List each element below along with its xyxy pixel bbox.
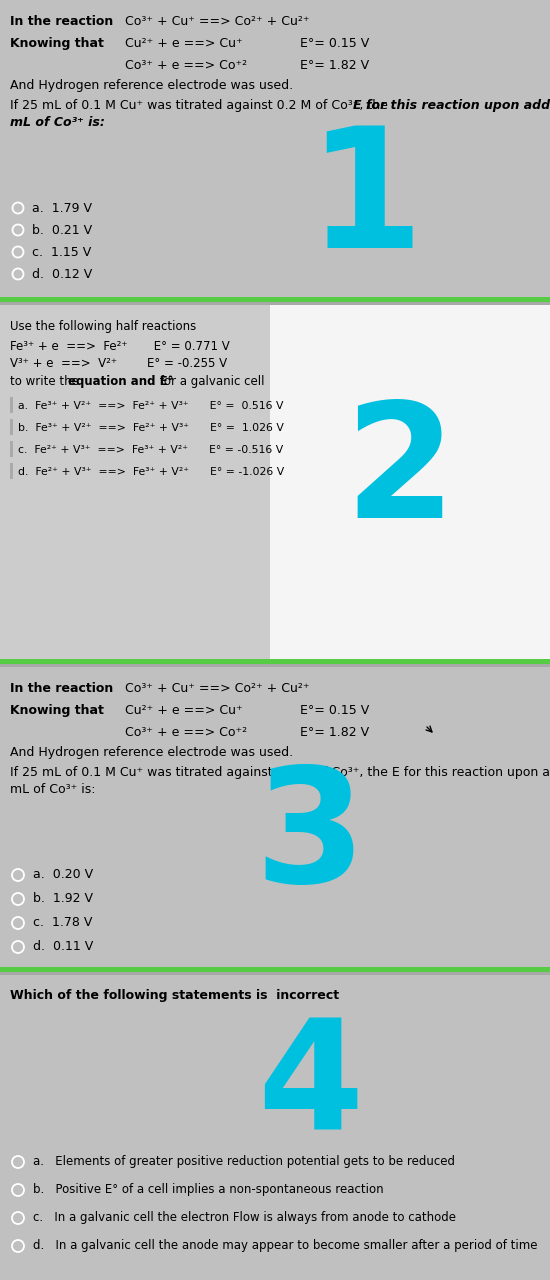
Text: 2: 2 bbox=[344, 396, 455, 550]
Text: mL of Co³⁺ is:: mL of Co³⁺ is: bbox=[10, 116, 105, 129]
Text: Fe³⁺ + e  ==>  Fe²⁺       E° = 0.771 V: Fe³⁺ + e ==> Fe²⁺ E° = 0.771 V bbox=[10, 340, 230, 353]
Text: If 25 mL of 0.1 M Cu⁺ was titrated against 0.2 M of Co³⁺, the: If 25 mL of 0.1 M Cu⁺ was titrated again… bbox=[10, 99, 392, 111]
Text: Which of the following statements is  incorrect: Which of the following statements is inc… bbox=[10, 989, 339, 1002]
Text: a.  1.79 V: a. 1.79 V bbox=[32, 202, 92, 215]
Text: E°= 1.82 V: E°= 1.82 V bbox=[300, 59, 369, 72]
Text: b.  0.21 V: b. 0.21 V bbox=[32, 224, 92, 237]
Text: to write the: to write the bbox=[10, 375, 82, 388]
Text: E°= 1.82 V: E°= 1.82 V bbox=[300, 726, 369, 739]
Text: E for this reaction upon adding 10: E for this reaction upon adding 10 bbox=[353, 99, 550, 111]
Bar bbox=[0, 659, 550, 664]
Text: 3: 3 bbox=[255, 762, 366, 916]
Text: Use the following half reactions: Use the following half reactions bbox=[10, 320, 196, 333]
Bar bbox=[270, 305, 550, 662]
Text: d.  0.12 V: d. 0.12 V bbox=[32, 268, 92, 282]
Text: d.   In a galvanic cell the anode may appear to become smaller after a period of: d. In a galvanic cell the anode may appe… bbox=[33, 1239, 537, 1252]
Text: V³⁺ + e  ==>  V²⁺        E° = -0.255 V: V³⁺ + e ==> V²⁺ E° = -0.255 V bbox=[10, 357, 227, 370]
Text: And Hydrogen reference electrode was used.: And Hydrogen reference electrode was use… bbox=[10, 79, 293, 92]
Text: b.  Fe³⁺ + V²⁺  ==>  Fe²⁺ + V³⁺      E° =  1.026 V: b. Fe³⁺ + V²⁺ ==> Fe²⁺ + V³⁺ E° = 1.026 … bbox=[18, 422, 284, 433]
Bar bbox=[0, 667, 550, 970]
Text: If 25 mL of 0.1 M Cu⁺ was titrated against 0.2 M of Co³⁺, the E for this reactio: If 25 mL of 0.1 M Cu⁺ was titrated again… bbox=[10, 765, 550, 780]
Text: Knowing that: Knowing that bbox=[10, 704, 104, 717]
Text: d.  Fe²⁺ + V³⁺  ==>  Fe³⁺ + V²⁺      E° = -1.026 V: d. Fe²⁺ + V³⁺ ==> Fe³⁺ + V²⁺ E° = -1.026… bbox=[18, 467, 284, 477]
Text: mL of Co³⁺ is:: mL of Co³⁺ is: bbox=[10, 783, 96, 796]
Text: Co³⁺ + e ==> Co⁺²: Co³⁺ + e ==> Co⁺² bbox=[125, 59, 247, 72]
Text: Co³⁺ + Cu⁺ ==> Co²⁺ + Cu²⁺: Co³⁺ + Cu⁺ ==> Co²⁺ + Cu²⁺ bbox=[125, 15, 310, 28]
Text: b.   Positive E° of a cell implies a non-spontaneous reaction: b. Positive E° of a cell implies a non-s… bbox=[33, 1183, 384, 1196]
Text: 1: 1 bbox=[307, 120, 423, 283]
Text: And Hydrogen reference electrode was used.: And Hydrogen reference electrode was use… bbox=[10, 746, 293, 759]
Bar bbox=[10, 442, 13, 457]
Text: c.   In a galvanic cell the electron Flow is always from anode to cathode: c. In a galvanic cell the electron Flow … bbox=[33, 1211, 456, 1224]
Bar bbox=[10, 463, 13, 479]
Text: c.  Fe²⁺ + V³⁺  ==>  Fe³⁺ + V²⁺      E° = -0.516 V: c. Fe²⁺ + V³⁺ ==> Fe³⁺ + V²⁺ E° = -0.516… bbox=[18, 445, 283, 454]
Text: a.  0.20 V: a. 0.20 V bbox=[33, 868, 93, 881]
Bar bbox=[0, 0, 550, 300]
Text: 4: 4 bbox=[257, 1012, 363, 1162]
Text: a.  Fe³⁺ + V²⁺  ==>  Fe²⁺ + V³⁺      E° =  0.516 V: a. Fe³⁺ + V²⁺ ==> Fe²⁺ + V³⁺ E° = 0.516 … bbox=[18, 401, 283, 411]
Text: a.   Elements of greater positive reduction potential gets to be reduced: a. Elements of greater positive reductio… bbox=[33, 1155, 455, 1167]
Bar bbox=[10, 397, 13, 413]
Text: equation and E°: equation and E° bbox=[68, 375, 173, 388]
Text: for a galvanic cell: for a galvanic cell bbox=[156, 375, 265, 388]
Text: E°= 0.15 V: E°= 0.15 V bbox=[300, 37, 369, 50]
Text: Co³⁺ + Cu⁺ ==> Co²⁺ + Cu²⁺: Co³⁺ + Cu⁺ ==> Co²⁺ + Cu²⁺ bbox=[125, 682, 310, 695]
Bar bbox=[0, 305, 270, 662]
Text: Knowing that: Knowing that bbox=[10, 37, 104, 50]
Text: In the reaction: In the reaction bbox=[10, 15, 113, 28]
Text: In the reaction: In the reaction bbox=[10, 682, 113, 695]
Text: b.  1.92 V: b. 1.92 V bbox=[33, 892, 93, 905]
Bar bbox=[0, 975, 550, 1280]
Text: E°= 0.15 V: E°= 0.15 V bbox=[300, 704, 369, 717]
Text: Cu²⁺ + e ==> Cu⁺: Cu²⁺ + e ==> Cu⁺ bbox=[125, 704, 243, 717]
Text: Cu²⁺ + e ==> Cu⁺: Cu²⁺ + e ==> Cu⁺ bbox=[125, 37, 243, 50]
Bar bbox=[0, 966, 550, 972]
Text: c.  1.15 V: c. 1.15 V bbox=[32, 246, 91, 259]
Bar bbox=[0, 297, 550, 302]
Bar bbox=[10, 419, 13, 435]
Text: c.  1.78 V: c. 1.78 V bbox=[33, 916, 92, 929]
Text: d.  0.11 V: d. 0.11 V bbox=[33, 940, 94, 954]
Text: Co³⁺ + e ==> Co⁺²: Co³⁺ + e ==> Co⁺² bbox=[125, 726, 247, 739]
